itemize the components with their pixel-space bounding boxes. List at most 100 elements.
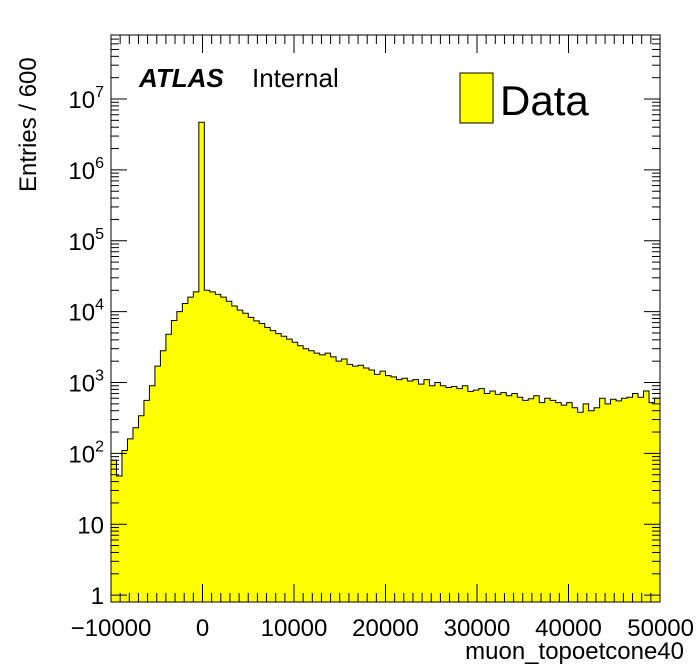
histogram-bin xyxy=(209,291,216,602)
y-tick-label: 1 xyxy=(91,583,104,610)
histogram-bin xyxy=(445,387,452,602)
histogram-bin xyxy=(561,405,568,602)
x-tick-label: −10000 xyxy=(71,615,152,642)
histogram-bin xyxy=(599,398,606,602)
histogram-bin xyxy=(363,368,370,602)
histogram-bin xyxy=(369,370,375,602)
histogram-bin xyxy=(522,400,529,602)
histogram-bin xyxy=(176,311,183,602)
histogram-bin xyxy=(533,395,540,602)
histogram-bin xyxy=(412,379,419,602)
histogram-bin xyxy=(555,402,562,602)
histogram-bin xyxy=(638,397,644,602)
histogram-bin xyxy=(259,323,266,602)
histogram-bin xyxy=(220,297,227,602)
y-tick-label: 10 xyxy=(77,512,104,539)
histogram-bin xyxy=(396,379,403,602)
legend-swatch xyxy=(459,72,494,124)
histogram-bin xyxy=(292,342,299,602)
histogram-bin xyxy=(456,388,463,602)
histogram-bin xyxy=(319,354,326,602)
histogram-bin xyxy=(149,385,156,602)
histogram-bin xyxy=(297,345,304,602)
histogram-bin xyxy=(182,303,189,602)
histogram-bars xyxy=(110,121,661,602)
histogram-bin xyxy=(187,297,194,602)
atlas-label: ATLAS xyxy=(138,63,224,93)
histogram-bin xyxy=(226,301,233,602)
x-tick-label: 50000 xyxy=(627,615,694,642)
y-tick-label: 105 xyxy=(68,226,104,256)
y-axis-label: Entries / 600 xyxy=(15,57,42,192)
histogram-bin xyxy=(511,393,518,602)
histogram-bin xyxy=(495,394,502,602)
histogram-bin xyxy=(506,395,513,602)
histogram-bin xyxy=(407,381,414,602)
histogram-bin xyxy=(429,385,436,602)
histogram-bin xyxy=(484,393,491,602)
x-tick-label: 40000 xyxy=(535,615,602,642)
histogram-bin xyxy=(281,336,288,602)
histogram-bin xyxy=(275,333,282,602)
histogram-bin xyxy=(632,393,639,602)
histogram-bin xyxy=(385,375,392,602)
x-tick-label: 20000 xyxy=(352,615,419,642)
y-tick-label: 103 xyxy=(68,368,104,398)
x-tick-label: 30000 xyxy=(444,615,511,642)
x-tick-label: 10000 xyxy=(261,615,328,642)
y-tick-label: 104 xyxy=(68,297,104,327)
histogram-bin xyxy=(358,365,364,602)
histogram-bin xyxy=(588,410,595,602)
histogram-bin xyxy=(374,374,381,602)
histogram-bin xyxy=(649,402,655,602)
histogram-bin xyxy=(160,350,167,602)
histogram-bin xyxy=(478,388,485,602)
histogram-bin xyxy=(566,402,573,602)
histogram-bin xyxy=(643,390,650,602)
histogram-bin xyxy=(165,334,172,602)
histogram-bin xyxy=(204,290,211,602)
histogram-bin xyxy=(517,397,524,602)
histogram-bin xyxy=(330,356,337,602)
histogram-bin xyxy=(627,397,633,602)
internal-label: Internal xyxy=(252,63,339,93)
histogram-bin xyxy=(154,366,161,602)
histogram-bin xyxy=(440,385,447,602)
x-axis-ticks: −10000 0 10000 20000 30000 40000 50000 xyxy=(71,35,694,642)
histogram-bin xyxy=(528,398,535,602)
histogram-bin xyxy=(237,310,244,602)
histogram-bin xyxy=(171,320,178,602)
y-tick-label: 106 xyxy=(68,155,104,185)
histogram-bin xyxy=(132,427,139,602)
histogram-bin xyxy=(434,382,441,602)
histogram-bin xyxy=(401,378,408,602)
histogram-bin xyxy=(121,450,128,602)
histogram-bin xyxy=(583,403,590,602)
histogram-bin xyxy=(380,371,386,602)
histogram-bin xyxy=(253,320,260,602)
histogram-bin xyxy=(418,384,425,602)
x-tick-label: 0 xyxy=(196,615,209,642)
histogram-bin xyxy=(286,339,293,602)
histogram-bin xyxy=(489,390,496,602)
histogram-bin xyxy=(605,403,611,602)
histogram-bin xyxy=(550,400,557,602)
histogram-bin xyxy=(610,399,617,602)
histogram-bin xyxy=(303,348,310,602)
histogram-bin xyxy=(577,412,584,602)
y-tick-label: 107 xyxy=(68,84,104,114)
histogram-bin xyxy=(390,376,397,602)
histogram-bin xyxy=(500,392,507,602)
histogram-bin xyxy=(347,364,353,602)
legend-label: Data xyxy=(500,77,589,124)
histogram-bin xyxy=(473,390,480,602)
histogram-bin xyxy=(193,291,200,602)
histogram-bin xyxy=(325,353,331,602)
histogram-bin xyxy=(336,361,342,602)
y-tick-label: 102 xyxy=(68,438,104,468)
histogram-bin xyxy=(231,306,238,602)
histogram-bin xyxy=(451,386,458,602)
histogram-bin xyxy=(138,415,145,602)
histogram-bin xyxy=(198,122,205,602)
